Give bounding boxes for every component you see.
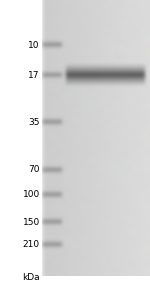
Text: 17: 17 [28, 71, 40, 80]
Text: 100: 100 [22, 190, 40, 199]
Text: 70: 70 [28, 165, 40, 174]
Text: 10: 10 [28, 41, 40, 50]
Text: kDa: kDa [22, 273, 40, 282]
Text: 210: 210 [23, 240, 40, 249]
Text: 35: 35 [28, 118, 40, 127]
Text: 150: 150 [22, 218, 40, 227]
